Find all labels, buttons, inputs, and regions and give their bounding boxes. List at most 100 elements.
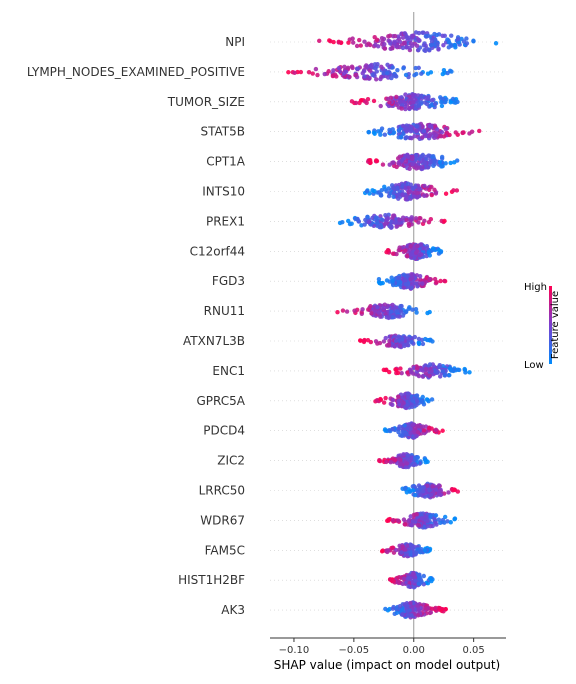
shap-point bbox=[396, 429, 401, 435]
shap-point bbox=[396, 160, 401, 166]
shap-point bbox=[317, 38, 322, 44]
shap-point bbox=[416, 65, 421, 71]
shap-point bbox=[393, 338, 399, 343]
feature-label: NPI bbox=[225, 35, 245, 49]
shap-point bbox=[399, 370, 404, 376]
shap-point bbox=[421, 30, 426, 35]
shap-point bbox=[328, 39, 333, 44]
shap-point bbox=[375, 305, 380, 310]
shap-point bbox=[449, 69, 454, 74]
shap-point bbox=[418, 367, 424, 372]
shap-point bbox=[455, 367, 461, 372]
shap-point bbox=[400, 35, 406, 40]
shap-point bbox=[398, 309, 404, 314]
shap-point bbox=[397, 154, 403, 159]
shap-point bbox=[394, 164, 399, 170]
shap-point bbox=[368, 304, 373, 309]
shap-point bbox=[407, 45, 412, 50]
shap-point bbox=[442, 520, 447, 525]
shap-point bbox=[437, 160, 442, 165]
shap-point bbox=[423, 95, 428, 100]
shap-point bbox=[403, 602, 408, 608]
feature-label: LRRC50 bbox=[199, 484, 245, 498]
x-tick-label: −0.05 bbox=[339, 645, 370, 656]
shap-point bbox=[417, 274, 423, 279]
shap-point bbox=[420, 341, 426, 347]
shap-point bbox=[424, 246, 430, 251]
shap-point bbox=[425, 71, 431, 76]
shap-point bbox=[418, 277, 423, 282]
shap-point bbox=[378, 193, 384, 198]
shap-point bbox=[409, 215, 414, 220]
shap-point bbox=[411, 585, 417, 590]
shap-point bbox=[403, 464, 409, 470]
shap-point bbox=[410, 156, 415, 162]
shap-point bbox=[413, 306, 419, 312]
shap-point bbox=[347, 74, 352, 80]
shap-point bbox=[380, 162, 386, 167]
shap-point bbox=[374, 37, 380, 43]
shap-point bbox=[402, 248, 408, 253]
shap-point bbox=[353, 72, 359, 77]
shap-point bbox=[408, 430, 413, 436]
shap-point bbox=[310, 71, 315, 76]
shap-point bbox=[376, 129, 381, 134]
shap-point bbox=[432, 158, 437, 163]
shap-point bbox=[415, 243, 420, 249]
shap-point bbox=[439, 103, 445, 109]
shap-point bbox=[340, 219, 345, 225]
shap-point bbox=[345, 65, 351, 71]
shap-point bbox=[433, 520, 438, 525]
shap-point bbox=[400, 192, 405, 197]
shap-point bbox=[442, 514, 448, 520]
shap-point bbox=[410, 307, 415, 312]
shap-point bbox=[379, 74, 384, 80]
shap-point bbox=[406, 105, 412, 111]
shap-point bbox=[429, 397, 435, 402]
shap-point bbox=[423, 371, 429, 376]
shap-point bbox=[398, 134, 404, 140]
shap-point bbox=[428, 492, 434, 498]
shap-point bbox=[387, 100, 392, 105]
shap-point bbox=[395, 314, 400, 319]
shap-point bbox=[367, 219, 372, 225]
shap-point bbox=[436, 483, 442, 488]
shap-point bbox=[382, 42, 387, 47]
shap-point bbox=[414, 433, 419, 438]
shap-point bbox=[425, 518, 430, 524]
shap-point bbox=[378, 396, 383, 402]
shap-point bbox=[410, 546, 416, 551]
shap-point bbox=[419, 153, 425, 159]
shap-point bbox=[364, 189, 370, 194]
shap-point bbox=[402, 31, 408, 36]
shap-point bbox=[398, 462, 403, 467]
shap-point bbox=[416, 165, 421, 170]
shap-point bbox=[417, 187, 422, 192]
shap-point bbox=[402, 423, 407, 428]
shap-point bbox=[405, 543, 410, 548]
shap-point bbox=[437, 606, 442, 611]
shap-point bbox=[315, 72, 320, 78]
feature-label: ENC1 bbox=[212, 364, 245, 378]
shap-point bbox=[411, 571, 416, 577]
shap-point bbox=[399, 158, 405, 163]
shap-point bbox=[434, 280, 439, 285]
shap-point bbox=[427, 373, 432, 378]
colorbar-title: Feature value bbox=[550, 291, 561, 359]
shap-point bbox=[438, 134, 444, 139]
shap-point bbox=[397, 604, 403, 609]
shap-point bbox=[384, 278, 390, 283]
shap-point bbox=[395, 185, 400, 191]
shap-point bbox=[418, 548, 423, 554]
shap-point bbox=[428, 610, 434, 615]
shap-point bbox=[397, 99, 403, 104]
shap-point bbox=[390, 65, 395, 70]
shap-point bbox=[416, 220, 421, 225]
shap-point bbox=[394, 251, 399, 257]
shap-point bbox=[405, 394, 411, 400]
shap-point bbox=[424, 101, 430, 107]
shap-point bbox=[381, 339, 387, 344]
shap-point bbox=[396, 275, 401, 281]
shap-point bbox=[410, 519, 416, 524]
shap-point bbox=[408, 550, 413, 555]
